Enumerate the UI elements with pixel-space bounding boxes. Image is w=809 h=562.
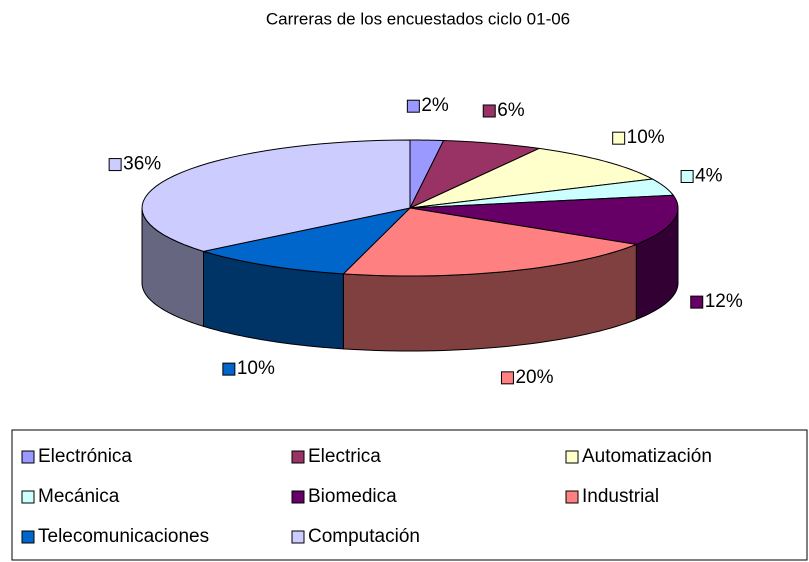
legend-label: Computación — [308, 526, 420, 547]
data-label: 36% — [123, 154, 161, 175]
data-label: 10% — [237, 358, 275, 379]
data-label: 20% — [515, 367, 553, 388]
legend-label: Automatización — [582, 446, 712, 467]
legend-key — [21, 450, 35, 464]
legend-label: Biomedica — [308, 486, 397, 507]
slice — [141, 139, 411, 252]
data-label: 4% — [695, 165, 723, 186]
data-label: 2% — [421, 95, 449, 116]
label-key — [690, 295, 704, 309]
data-label: 12% — [705, 291, 743, 312]
legend-box — [11, 429, 808, 561]
label-key — [500, 371, 514, 385]
chart-title: Carreras de los encuestados ciclo 01-06 — [266, 9, 570, 28]
legend-key — [21, 490, 35, 504]
legend-key — [565, 450, 579, 464]
legend-key — [291, 450, 305, 464]
label-key — [406, 99, 420, 113]
legend-key — [565, 490, 579, 504]
label-key — [680, 169, 694, 183]
label-key — [222, 362, 236, 376]
legend-label: Electrónica — [38, 446, 132, 467]
legend-key — [291, 490, 305, 504]
label-key — [612, 131, 626, 145]
label-key — [108, 158, 122, 172]
legend-label: Industrial — [582, 486, 659, 507]
slice — [409, 178, 675, 209]
slice — [203, 207, 412, 275]
label-key — [482, 104, 496, 118]
slice — [409, 147, 655, 209]
slice — [342, 207, 639, 277]
legend-key — [291, 530, 305, 544]
legend-label: Telecomunicaciones — [38, 526, 209, 547]
legend-label: Mecánica — [38, 486, 120, 507]
legend-key — [21, 530, 35, 544]
slice — [409, 194, 679, 245]
data-label: 10% — [627, 127, 665, 148]
data-label: 6% — [497, 100, 525, 121]
slice — [408, 140, 541, 210]
legend-label: Electrica — [308, 446, 381, 467]
